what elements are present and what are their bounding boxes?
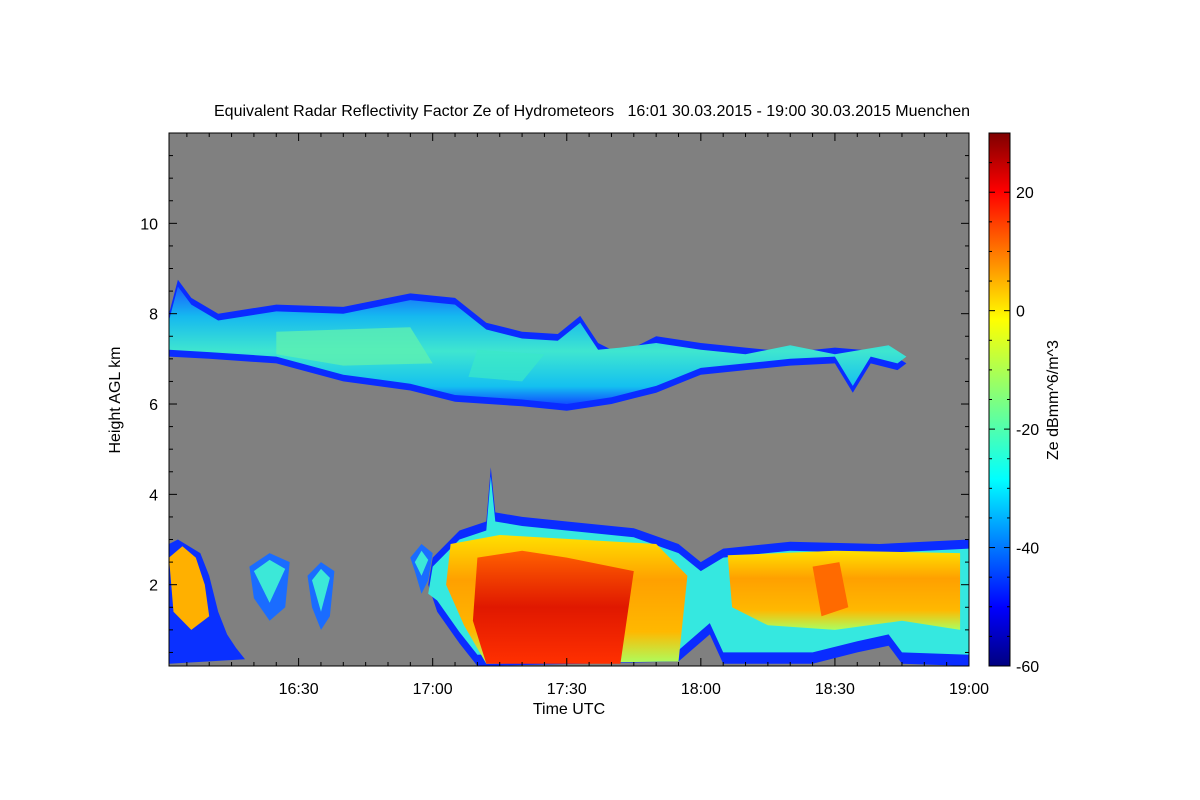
precip-cell	[414, 550, 429, 576]
y-tick-label: 8	[149, 307, 158, 324]
y-tick-label: 6	[149, 397, 158, 414]
y-axis: 2 4 6 8 10	[140, 132, 969, 653]
plot-frame	[168, 132, 970, 667]
x-tick-label: 18:00	[681, 681, 721, 698]
x-tick-label: 17:00	[413, 681, 453, 698]
y-tick-label: 10	[140, 216, 158, 233]
colorbar-label: Ze dBmm^6/m^3	[1045, 340, 1062, 460]
colorbar-tick-label: -20	[1016, 422, 1039, 439]
colorbar-axis: -60 -40 -20 0 20	[989, 132, 1039, 676]
x-tick-label: 17:30	[547, 681, 587, 698]
precip-cell	[312, 568, 330, 612]
x-tick-label: 18:30	[815, 681, 855, 698]
chart-title: Equivalent Radar Reflectivity Factor Ze …	[214, 103, 970, 120]
x-tick-label: 19:00	[949, 681, 989, 698]
y-tick-label: 2	[149, 578, 158, 595]
x-tick-label: 16:30	[279, 681, 319, 698]
x-axis-label: Time UTC	[533, 701, 605, 718]
precip-core	[472, 550, 634, 664]
reflectivity-field	[169, 279, 969, 666]
precip-core	[812, 562, 849, 617]
colorbar-tick-label: 0	[1016, 304, 1025, 321]
upper-cloud-core	[468, 349, 545, 382]
colorbar-tick-label: 20	[1016, 185, 1034, 202]
y-tick-label: 4	[149, 487, 158, 504]
colorbar	[988, 132, 1011, 667]
colorbar-tick-label: -40	[1016, 541, 1039, 558]
x-axis: 16:30 17:00 17:30 18:00 18:30 19:00	[186, 133, 989, 698]
precip-cell	[253, 559, 286, 603]
upper-cloud-core	[276, 327, 433, 366]
y-axis-label: Height AGL km	[107, 346, 124, 453]
colorbar-tick-label: -60	[1016, 659, 1039, 676]
precip-cell	[169, 546, 210, 630]
upper-cloud-layer	[169, 286, 907, 404]
